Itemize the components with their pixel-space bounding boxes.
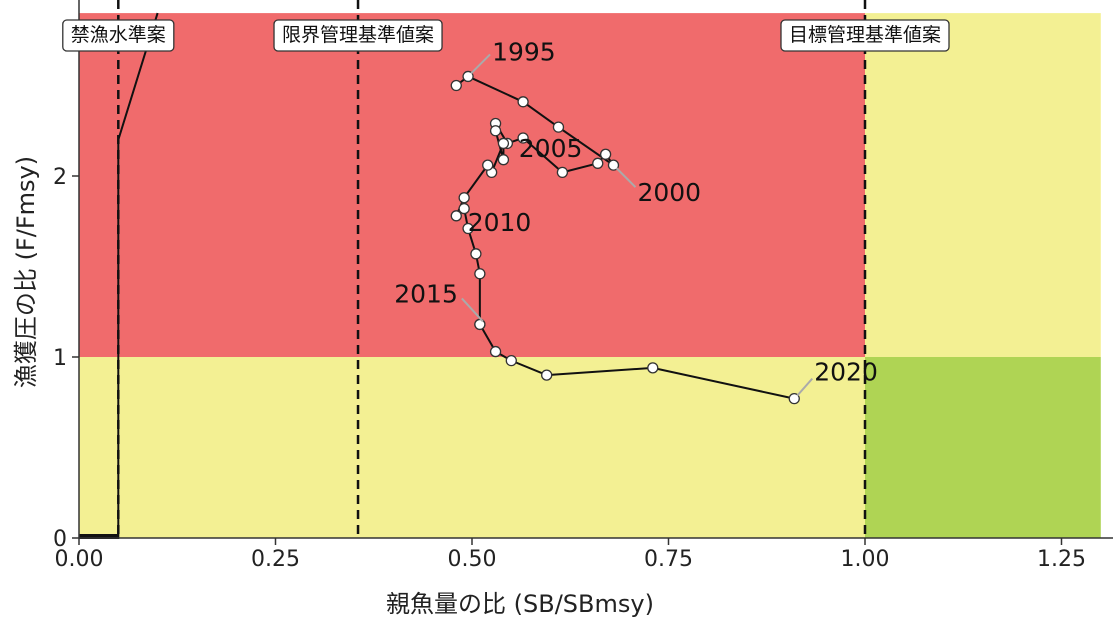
data-point bbox=[474, 268, 486, 280]
data-point bbox=[517, 132, 529, 144]
data-point bbox=[489, 125, 502, 137]
data-point bbox=[556, 166, 569, 179]
x-tick-label: 0.00 bbox=[55, 547, 104, 572]
data-point bbox=[470, 248, 482, 260]
data-point bbox=[517, 96, 529, 108]
data-point bbox=[450, 210, 462, 222]
year-label-2015: 2015 bbox=[394, 279, 458, 308]
data-point bbox=[647, 362, 659, 374]
data-point bbox=[599, 148, 612, 160]
reference-label-text: 限界管理基準値案 bbox=[282, 24, 434, 46]
y-tick-label: 2 bbox=[53, 165, 67, 190]
reference-label-text: 目標管理基準値案 bbox=[789, 24, 941, 46]
data-point bbox=[607, 159, 620, 171]
x-axis-title: 親魚量の比 (SB/SBmsy) bbox=[386, 590, 654, 618]
trajectory-line bbox=[455, 75, 795, 400]
x-tick-label: 0.25 bbox=[251, 547, 300, 572]
data-point bbox=[788, 392, 800, 405]
annotation-leader bbox=[615, 167, 637, 188]
data-point bbox=[497, 154, 510, 166]
reference-label-1: 禁漁水準案 bbox=[62, 19, 175, 52]
series-layer bbox=[450, 70, 800, 405]
data-point bbox=[505, 354, 517, 367]
reference-label-box bbox=[780, 19, 950, 52]
y-axis-title: 漁獲圧の比 (F/Fmsy) bbox=[12, 156, 40, 388]
annotation-leader bbox=[796, 377, 814, 397]
reference-labels-layer: 禁漁水準案 限界管理基準値案 目標管理基準値案 bbox=[62, 19, 950, 52]
data-point bbox=[489, 345, 502, 358]
data-point bbox=[482, 159, 494, 171]
data-point bbox=[592, 157, 604, 169]
data-point bbox=[450, 79, 462, 92]
zone-red bbox=[79, 13, 865, 357]
annotation-leader bbox=[470, 53, 491, 75]
data-point bbox=[458, 202, 470, 215]
data-point bbox=[497, 137, 510, 150]
year-label-2010: 2010 bbox=[468, 208, 532, 237]
data-point bbox=[541, 369, 553, 381]
y-tick-label: 0 bbox=[53, 527, 67, 552]
reference-label-2: 限界管理基準値案 bbox=[273, 19, 443, 52]
year-label-2005: 2005 bbox=[519, 134, 583, 163]
x-tick-label: 1.00 bbox=[841, 547, 890, 572]
zone-green bbox=[865, 357, 1101, 538]
year-label-2020: 2020 bbox=[814, 358, 878, 387]
reference-label-3: 目標管理基準値案 bbox=[780, 19, 950, 52]
reference-label-text: 禁漁水準案 bbox=[71, 24, 166, 46]
axes-layer: 0.00 0.25 0.50 0.75 1.00 1.25 0 1 2 bbox=[53, 0, 1113, 572]
zone-yellow-low bbox=[79, 357, 865, 538]
x-tick-label: 0.50 bbox=[448, 547, 497, 572]
year-label-1995: 1995 bbox=[492, 37, 556, 66]
data-point bbox=[462, 222, 474, 235]
x-tick-label: 1.25 bbox=[1037, 547, 1086, 572]
data-point bbox=[458, 192, 470, 204]
annotation-leader bbox=[461, 297, 484, 323]
zone-yellow-high bbox=[865, 13, 1101, 357]
x-tick-label: 0.75 bbox=[644, 547, 693, 572]
data-point bbox=[462, 70, 474, 83]
year-label-2000: 2000 bbox=[637, 178, 701, 207]
reference-label-box bbox=[273, 19, 443, 52]
reference-label-box bbox=[62, 19, 175, 52]
y-tick-label: 1 bbox=[53, 346, 67, 371]
zones-layer bbox=[79, 13, 1101, 538]
data-point bbox=[552, 121, 565, 133]
annotations-layer: 1995 2000 2005 2010 2015 2020 bbox=[394, 37, 878, 397]
